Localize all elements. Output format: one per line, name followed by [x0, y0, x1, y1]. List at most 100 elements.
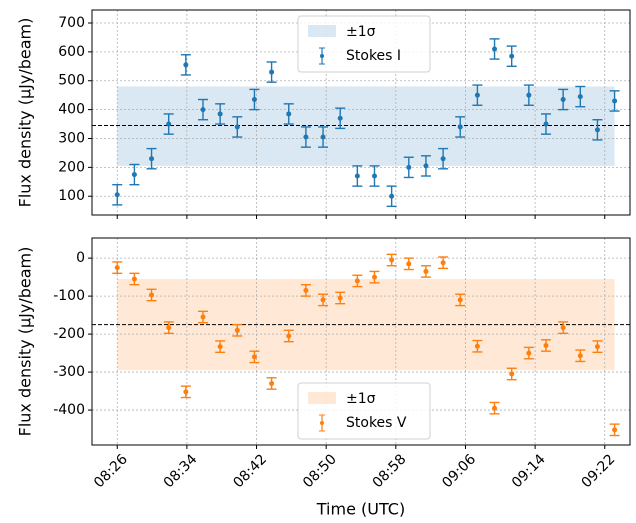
data-point — [406, 164, 412, 170]
error-point — [438, 147, 449, 170]
data-point — [131, 276, 137, 282]
error-point — [215, 103, 226, 125]
error-point — [352, 274, 363, 288]
y-tick-label: 100 — [58, 188, 85, 204]
data-point — [114, 192, 120, 198]
y-tick-label: -200 — [53, 326, 85, 342]
legend-frame — [297, 15, 431, 73]
error-point — [318, 293, 329, 307]
error-point — [386, 185, 397, 208]
data-point — [474, 92, 480, 98]
error-point — [403, 156, 414, 179]
axes-frame — [91, 9, 631, 216]
data-point — [543, 121, 549, 127]
data-point — [457, 124, 463, 130]
error-point — [163, 321, 174, 335]
error-point — [215, 340, 226, 354]
data-point — [200, 107, 206, 113]
data-point — [354, 173, 360, 179]
y-tick-label: 500 — [58, 73, 85, 89]
y-tick-label: -300 — [53, 364, 85, 380]
data-point — [269, 69, 275, 75]
data-point — [423, 268, 429, 274]
error-point — [232, 323, 243, 337]
data-point — [509, 371, 515, 377]
error-point — [523, 84, 534, 106]
error-point — [438, 256, 449, 270]
y-tick-label: -400 — [53, 402, 85, 418]
error-point — [592, 340, 603, 354]
data-point — [337, 295, 343, 301]
y-tick-label: 700 — [58, 15, 85, 31]
error-point — [197, 310, 208, 324]
error-point — [506, 45, 517, 68]
data-point — [320, 134, 326, 140]
data-point — [217, 344, 223, 350]
error-point — [455, 293, 466, 307]
data-point — [612, 98, 618, 104]
error-point — [180, 385, 191, 399]
data-point — [320, 297, 326, 303]
error-point — [249, 350, 260, 364]
error-point — [129, 163, 140, 186]
error-point — [335, 107, 346, 130]
data-point — [149, 292, 155, 298]
error-point — [146, 147, 157, 170]
data-point — [577, 94, 583, 100]
error-point — [129, 272, 140, 286]
error-point — [386, 253, 397, 267]
x-tick-label: 08:34 — [161, 451, 201, 491]
x-tick-label: 08:26 — [91, 451, 131, 491]
error-point — [609, 423, 620, 437]
data-point — [303, 287, 309, 293]
error-point — [403, 257, 414, 271]
error-point — [472, 84, 483, 106]
error-point — [300, 126, 311, 148]
error-point — [489, 401, 500, 415]
legend-frame — [297, 382, 431, 440]
x-tick-label: 09:22 — [579, 451, 619, 491]
data-point — [406, 261, 412, 267]
legend-swatch — [308, 392, 336, 404]
data-point — [560, 325, 566, 331]
data-point — [166, 325, 172, 331]
error-point — [300, 284, 311, 297]
error-point — [266, 61, 277, 83]
error-point — [335, 291, 346, 305]
error-point — [352, 165, 363, 187]
y-axis-label: Flux density (μJy/beam) — [16, 18, 35, 208]
error-point — [283, 103, 294, 125]
data-point — [251, 354, 257, 360]
data-point — [234, 124, 240, 130]
y-tick-label: 200 — [58, 159, 85, 175]
legend-label: Stokes V — [346, 415, 407, 431]
data-point — [440, 156, 446, 162]
data-point — [457, 297, 463, 303]
data-point — [577, 353, 583, 359]
axes-frame — [91, 237, 631, 446]
error-point — [369, 165, 380, 187]
x-tick-label: 08:58 — [370, 451, 410, 491]
data-point — [354, 278, 360, 284]
data-point — [543, 342, 549, 348]
data-point — [234, 327, 240, 333]
legend: ±1σ Stokes I — [297, 15, 431, 73]
data-point — [612, 427, 618, 433]
y-tick-label: 0 — [76, 250, 85, 266]
data-point — [183, 62, 189, 68]
error-point — [369, 270, 380, 284]
x-tick-label: 08:42 — [230, 451, 270, 491]
error-point — [232, 116, 243, 138]
y-tick-label: 600 — [58, 44, 85, 60]
legend: ±1σ Stokes V — [297, 382, 431, 440]
legend-swatch — [308, 25, 336, 37]
legend-label: ±1σ — [346, 391, 376, 407]
data-point — [509, 53, 515, 59]
legend-label: ±1σ — [346, 24, 376, 40]
data-point — [286, 333, 292, 339]
y-axis-label: Flux density (μJy/beam) — [16, 247, 35, 437]
error-point — [506, 367, 517, 381]
error-point — [523, 346, 534, 360]
data-point — [560, 97, 566, 103]
